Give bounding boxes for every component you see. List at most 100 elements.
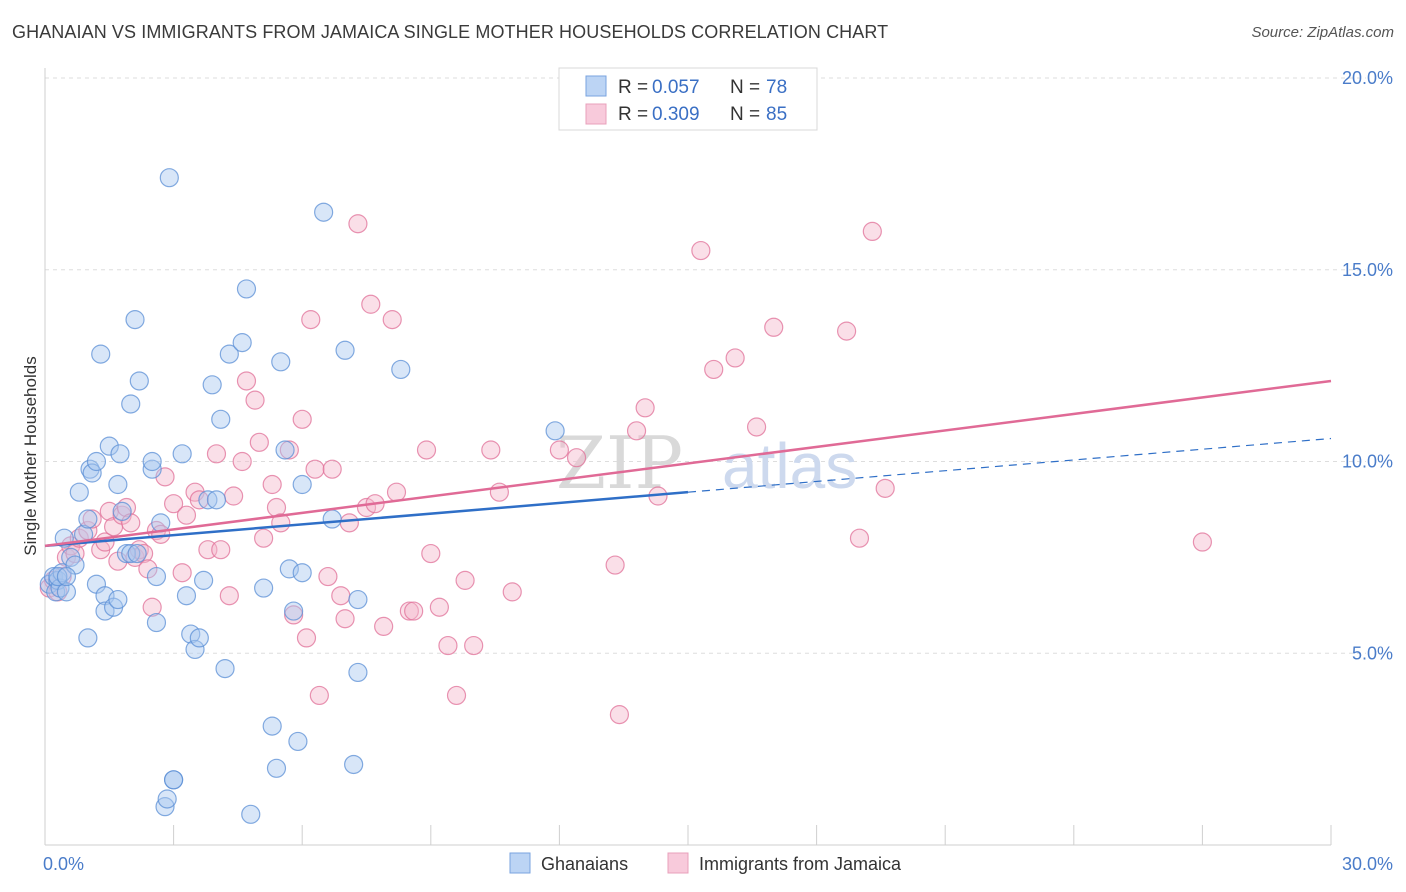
point-ghanaians xyxy=(335,340,355,360)
point-jamaica xyxy=(691,240,711,261)
point-jamaica xyxy=(301,310,321,330)
point-jamaica xyxy=(609,705,630,725)
point-ghanaians xyxy=(108,474,128,495)
x-tick-label: 30.0% xyxy=(1342,854,1393,874)
point-ghanaians xyxy=(56,566,77,587)
legend-n-label-2: N = xyxy=(730,104,760,125)
point-ghanaians xyxy=(159,168,179,188)
point-jamaica xyxy=(236,371,257,391)
point-jamaica xyxy=(566,448,587,468)
trend-line-jamaica xyxy=(44,379,1332,548)
x-tick-label: 0.0% xyxy=(43,854,84,874)
point-ghanaians xyxy=(157,789,177,809)
point-ghanaians xyxy=(155,797,175,817)
legend-r-label-2: R = xyxy=(618,104,648,125)
point-ghanaians xyxy=(121,394,141,414)
point-ghanaians xyxy=(545,421,565,441)
series-legend: Ghanaians Immigrants from Jamaica xyxy=(509,852,902,874)
point-jamaica xyxy=(416,440,437,460)
point-ghanaians xyxy=(127,543,147,564)
point-jamaica xyxy=(725,348,745,368)
point-ghanaians xyxy=(322,509,342,529)
point-jamaica xyxy=(254,528,274,548)
y-tick-label: 10.0% xyxy=(1342,452,1393,472)
point-ghanaians xyxy=(125,310,145,330)
point-jamaica xyxy=(249,432,269,452)
point-jamaica xyxy=(219,586,239,606)
point-jamaica xyxy=(279,440,299,460)
point-jamaica xyxy=(626,421,647,441)
point-ghanaians xyxy=(348,662,368,683)
point-jamaica xyxy=(374,616,394,637)
point-jamaica xyxy=(446,685,467,706)
y-axis-label: Single Mother Households xyxy=(21,356,40,555)
series-label-ghanaians: Ghanaians xyxy=(541,854,628,874)
point-ghanaians xyxy=(219,344,239,364)
trend-line-ghanaians xyxy=(44,490,689,548)
legend-r-value-2: 0.309 xyxy=(652,104,700,125)
y-tick-label: 5.0% xyxy=(1352,643,1393,663)
point-ghanaians xyxy=(262,716,282,736)
point-ghanaians xyxy=(279,559,299,579)
legend-n-value-1: 78 xyxy=(766,77,787,98)
point-jamaica xyxy=(704,359,724,380)
point-ghanaians xyxy=(266,758,287,778)
point-jamaica xyxy=(245,390,265,410)
point-jamaica xyxy=(746,417,767,437)
point-jamaica xyxy=(635,398,655,418)
point-ghanaians xyxy=(292,474,312,495)
point-ghanaians xyxy=(78,628,98,648)
point-jamaica xyxy=(849,528,870,548)
watermark: ZIP atlas xyxy=(556,421,857,505)
point-ghanaians xyxy=(129,371,149,391)
trend-line-ghanaians-extension xyxy=(687,437,1332,493)
y-tick-label: 15.0% xyxy=(1342,260,1393,280)
point-ghanaians xyxy=(164,770,184,790)
point-jamaica xyxy=(164,494,184,514)
point-jamaica xyxy=(382,310,402,330)
point-jamaica xyxy=(549,440,570,460)
point-jamaica xyxy=(296,628,317,648)
point-ghanaians xyxy=(146,612,167,633)
point-ghanaians xyxy=(194,570,214,590)
point-ghanaians xyxy=(314,202,334,222)
legend-r-label-1: R = xyxy=(618,77,648,98)
point-jamaica xyxy=(455,570,475,590)
point-jamaica xyxy=(142,597,162,617)
point-jamaica xyxy=(232,451,252,472)
point-jamaica xyxy=(348,214,368,234)
trend-lines xyxy=(44,379,1332,548)
point-jamaica xyxy=(262,474,282,495)
point-jamaica xyxy=(386,482,407,502)
point-jamaica xyxy=(305,459,325,479)
point-ghanaians xyxy=(108,589,128,610)
point-ghanaians xyxy=(241,804,261,824)
legend-n-value-2: 85 xyxy=(766,104,787,125)
point-jamaica xyxy=(862,221,882,241)
legend-swatch-pink xyxy=(585,103,607,125)
point-jamaica xyxy=(399,601,419,621)
legend-r-value-1: 0.057 xyxy=(652,77,700,98)
point-ghanaians xyxy=(284,601,304,621)
point-jamaica xyxy=(438,635,458,656)
point-jamaica xyxy=(224,486,244,506)
point-ghanaians xyxy=(288,731,308,752)
point-ghanaians xyxy=(69,482,89,502)
point-jamaica xyxy=(172,563,192,583)
point-jamaica xyxy=(176,505,197,525)
point-ghanaians xyxy=(91,344,111,364)
point-jamaica xyxy=(421,543,441,564)
point-ghanaians xyxy=(142,459,162,479)
point-jamaica xyxy=(875,478,895,498)
axes: 5.0% 10.0% 15.0% 20.0% 0.0% 30.0% xyxy=(43,68,1393,874)
point-ghanaians xyxy=(172,444,192,464)
point-ghanaians xyxy=(121,543,141,564)
point-ghanaians xyxy=(236,279,257,299)
watermark-zip: ZIP xyxy=(556,421,683,505)
point-jamaica xyxy=(605,555,625,575)
point-jamaica xyxy=(339,513,359,533)
y-tick-label: 20.0% xyxy=(1342,68,1393,88)
point-ghanaians xyxy=(215,658,235,679)
point-jamaica xyxy=(481,440,501,460)
